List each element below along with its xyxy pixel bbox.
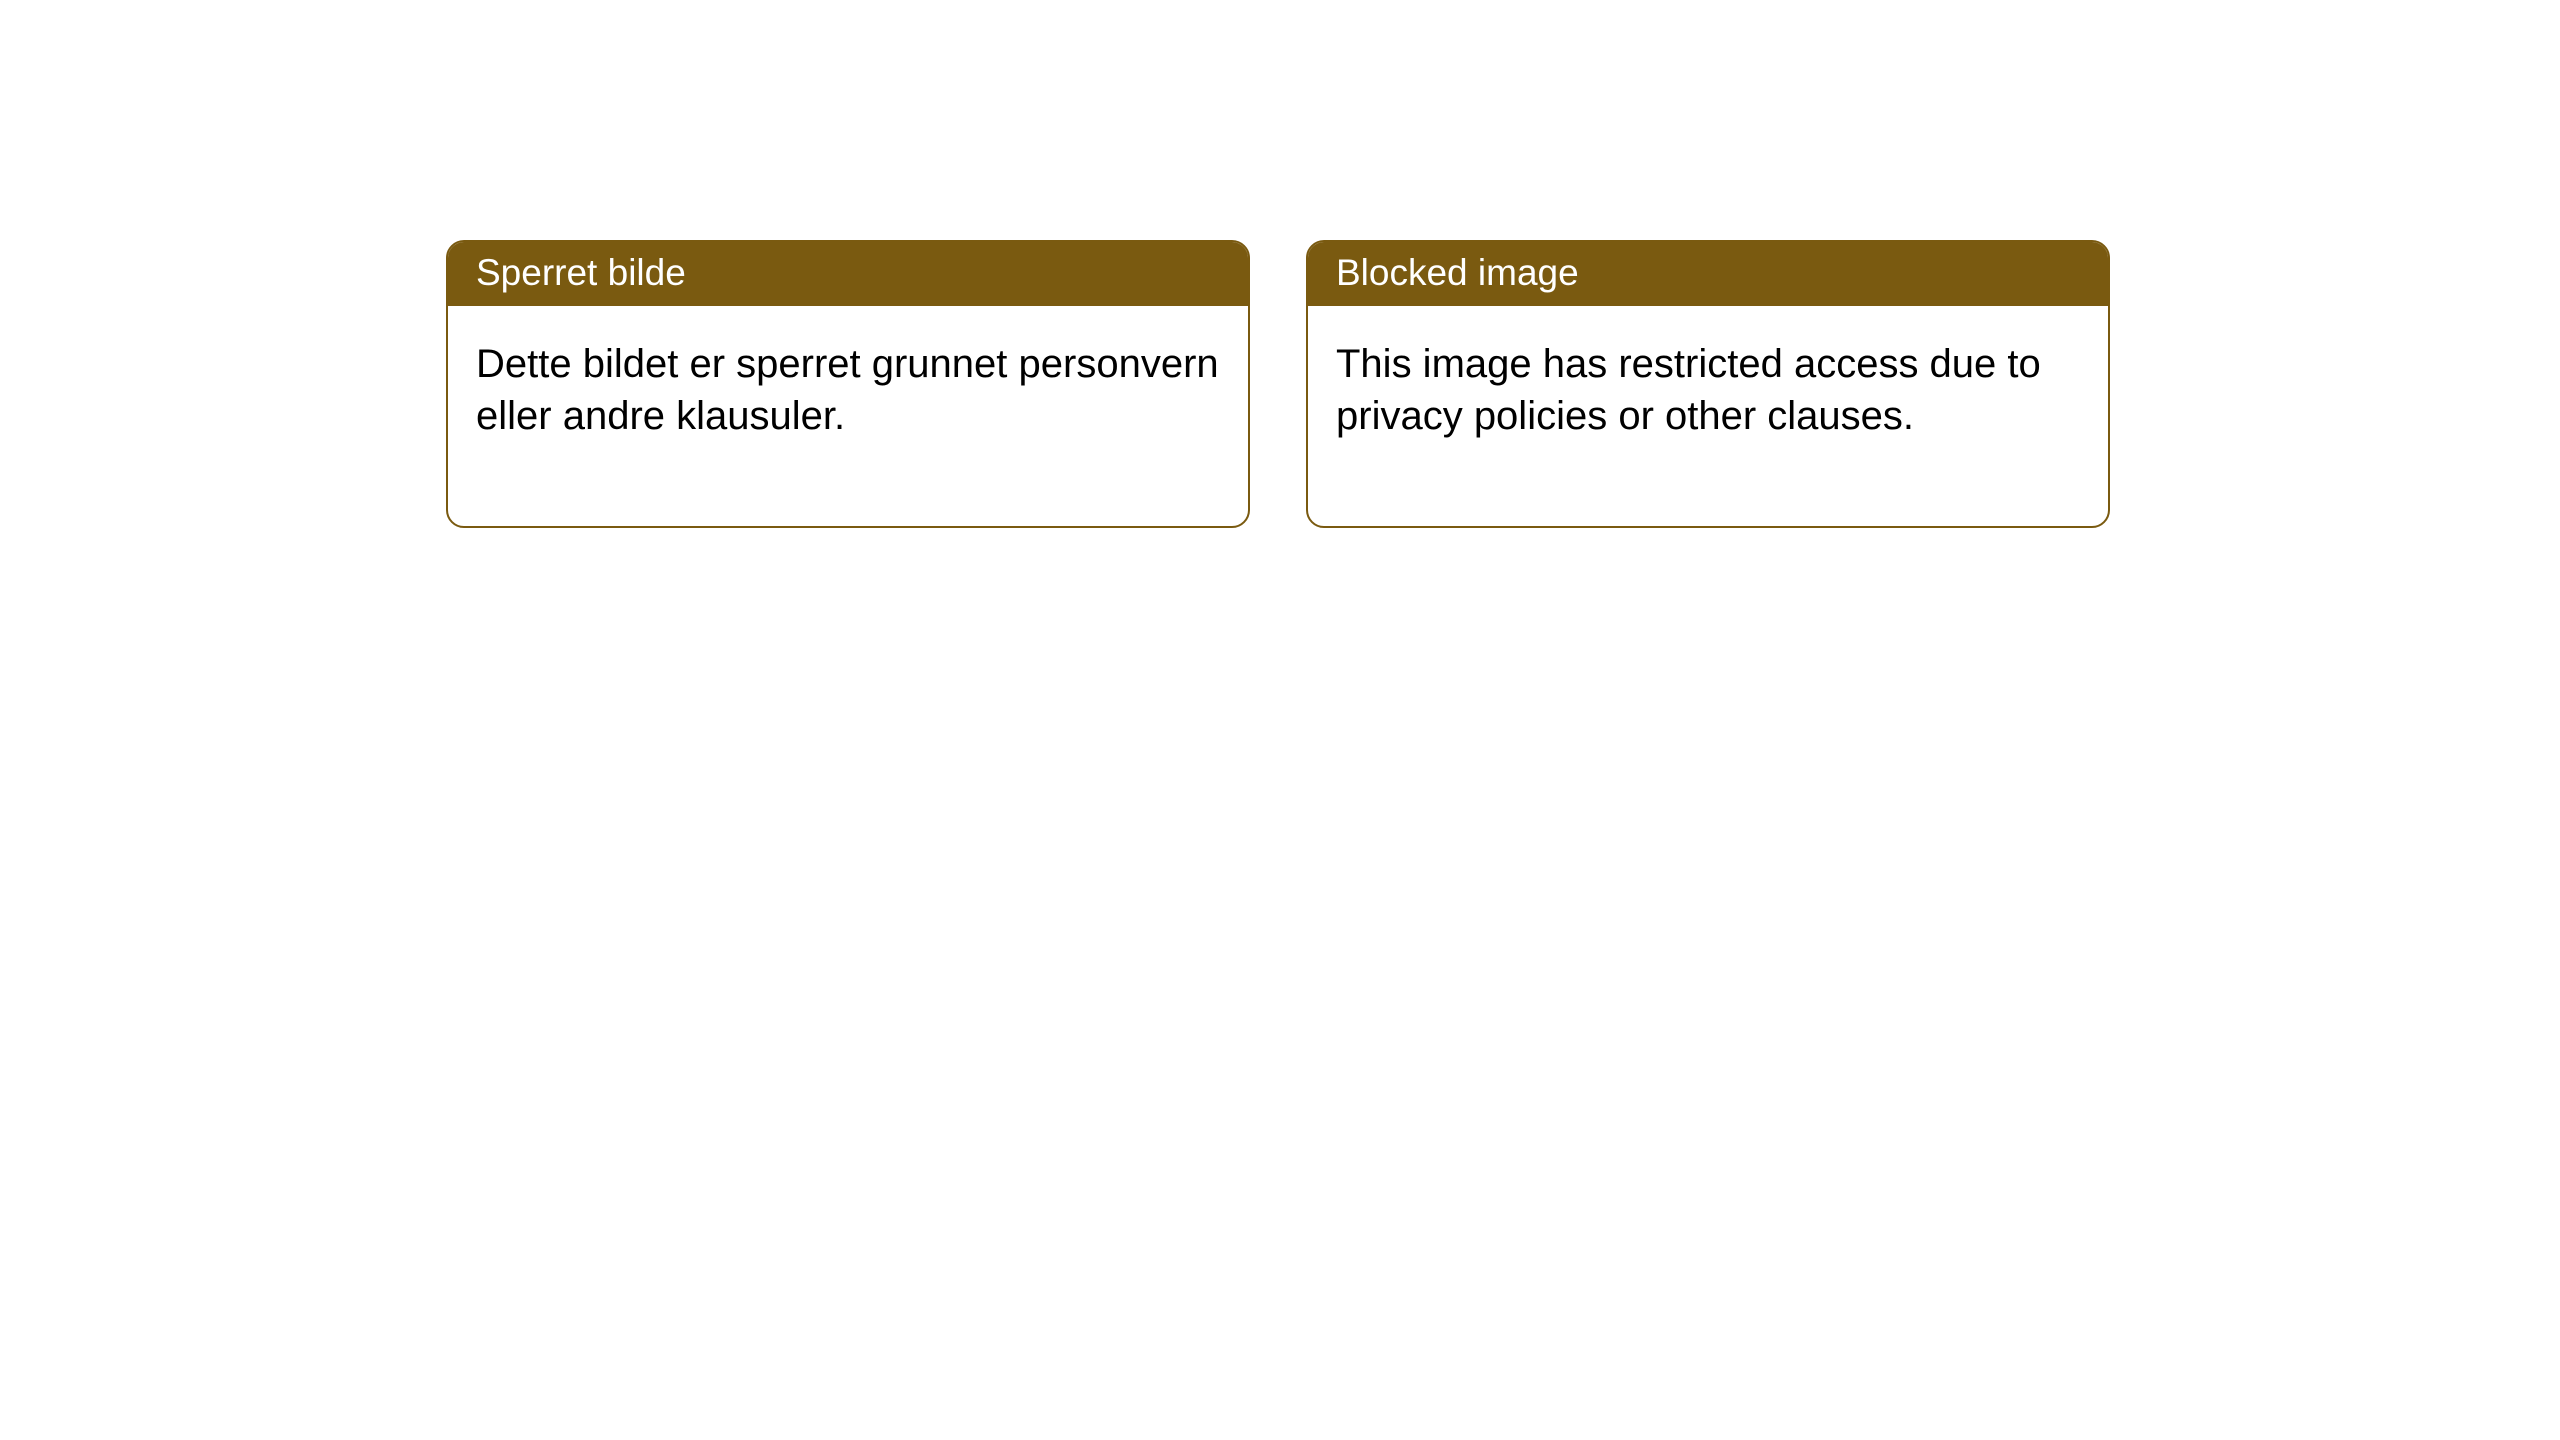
blocked-image-card-no: Sperret bilde Dette bildet er sperret gr… [446,240,1250,528]
card-body-text-en: This image has restricted access due to … [1336,342,2041,438]
cards-container: Sperret bilde Dette bildet er sperret gr… [0,0,2560,528]
card-body-en: This image has restricted access due to … [1308,306,2108,526]
card-body-text-no: Dette bildet er sperret grunnet personve… [476,342,1219,438]
blocked-image-card-en: Blocked image This image has restricted … [1306,240,2110,528]
card-header-no: Sperret bilde [448,242,1248,306]
card-body-no: Dette bildet er sperret grunnet personve… [448,306,1248,526]
card-title-en: Blocked image [1336,252,1579,293]
card-header-en: Blocked image [1308,242,2108,306]
card-title-no: Sperret bilde [476,252,686,293]
